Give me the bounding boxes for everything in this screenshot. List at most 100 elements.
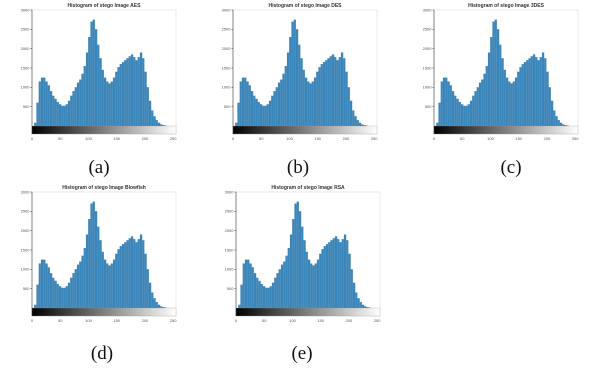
histogram-bar: [501, 58, 504, 127]
histogram-bar: [312, 265, 315, 309]
histogram-bar: [248, 85, 251, 127]
histogram-bar: [276, 273, 279, 309]
caption-d: (d): [90, 343, 114, 364]
histogram-bar: [496, 29, 500, 127]
x-tick-label: 100: [85, 136, 92, 141]
y-tick-label: 2000: [222, 46, 232, 51]
histogram-bar: [47, 85, 50, 127]
caption-e: (e): [291, 343, 313, 364]
histogram-bar: [239, 81, 242, 127]
x-tick-label: 100: [289, 318, 296, 323]
histogram-bar: [36, 284, 39, 309]
histogram-bar: [463, 105, 466, 127]
histogram-bar: [79, 261, 82, 309]
histogram-bar: [294, 203, 297, 309]
y-tick-label: 1500: [21, 65, 31, 70]
y-tick-label: 2500: [21, 27, 31, 32]
caption-a: (a): [88, 157, 110, 178]
y-tick-label: 3000: [222, 7, 232, 12]
histogram-bar: [117, 67, 120, 127]
histogram-bar: [364, 306, 367, 309]
histogram-bar: [301, 226, 304, 309]
histogram-bar: [521, 64, 524, 127]
x-tick-label: 0: [31, 136, 34, 141]
y-tick-label: 500: [227, 286, 234, 291]
histogram-bar: [352, 282, 356, 309]
bars-group: [34, 19, 167, 127]
histogram-bar: [514, 77, 518, 127]
histogram-bar: [155, 302, 158, 309]
histogram-bar: [451, 91, 455, 127]
histogram-panel-b: Histogram of stego Image DES 500 1000 1500 2…: [219, 2, 387, 162]
histogram-bar: [314, 263, 317, 309]
x-tick-label: 150: [314, 136, 321, 141]
histogram-bar: [112, 259, 116, 309]
x-tick-label: 50: [460, 136, 465, 141]
histogram-bar: [519, 67, 522, 127]
histogram-bar: [483, 73, 486, 127]
histogram-bar: [271, 282, 275, 309]
chart-title: Histogram of stego Image 3DES: [468, 3, 545, 9]
histogram-bar: [438, 102, 441, 127]
histogram-bar: [103, 77, 107, 127]
y-tick-label: 2500: [225, 209, 235, 214]
caption-b: (b): [286, 157, 310, 178]
x-tick-label: 250: [170, 318, 177, 323]
histogram-bar: [528, 58, 531, 127]
histogram-bar: [512, 81, 515, 127]
histogram-chart-c: Histogram of stego Image 3DES50010001500…: [423, 3, 580, 141]
histogram-bar: [469, 100, 473, 127]
histogram-bar: [354, 116, 357, 127]
histogram-bar: [43, 77, 46, 127]
y-tick-label: 500: [23, 104, 30, 109]
histogram-bar: [257, 101, 260, 127]
histogram-bar: [329, 56, 332, 127]
histogram-bar: [467, 104, 470, 127]
histogram-bar: [153, 116, 156, 127]
histogram-bar: [280, 264, 284, 309]
histogram-bar: [278, 269, 281, 309]
x-tick-label: 200: [346, 318, 353, 323]
histogram-bar: [49, 91, 53, 127]
histogram-bar: [148, 282, 152, 309]
histogram-bar: [70, 277, 73, 309]
histogram-bar: [269, 286, 272, 309]
y-tick-label: 3000: [21, 189, 31, 194]
x-tick-label: 200: [142, 318, 149, 323]
grayscale-colorbar: [235, 307, 381, 317]
histogram-bar: [54, 98, 57, 127]
histogram-bar: [550, 100, 554, 127]
histogram-bar: [52, 95, 55, 127]
histogram-bar: [465, 105, 468, 127]
histogram-bar: [251, 267, 254, 309]
histogram-bar: [339, 242, 342, 309]
histogram-bar: [445, 77, 448, 127]
x-tick-label: 100: [487, 136, 494, 141]
histogram-chart-b: Histogram of stego Image DES500100015002…: [222, 3, 379, 141]
histogram-bar: [119, 64, 122, 127]
histogram-bar: [240, 284, 243, 309]
caption-c: (c): [500, 157, 522, 178]
histogram-bar: [287, 247, 290, 309]
histogram-bar: [139, 52, 143, 127]
histogram-bar: [358, 122, 362, 127]
histogram-bar: [348, 253, 351, 309]
histogram-bar: [124, 242, 127, 309]
histogram-bar: [255, 98, 258, 127]
chart-title: Histogram of stego Image Blowfish: [62, 185, 146, 191]
histogram-bar: [139, 234, 143, 309]
histogram-bar: [359, 302, 362, 309]
histogram-bar: [476, 87, 479, 127]
histogram-bar: [341, 239, 344, 309]
y-tick-label: 500: [224, 104, 231, 109]
histogram-bar: [121, 244, 125, 309]
histogram-bar: [289, 36, 292, 127]
histogram-bar: [83, 247, 86, 309]
histogram-bar: [61, 287, 64, 309]
histogram-bar: [298, 211, 302, 309]
histogram-bar: [295, 29, 299, 127]
histogram-bar: [121, 62, 125, 127]
histogram-chart-e: Histogram of stego Image RSA500100015002…: [225, 185, 382, 323]
histogram-bar: [128, 56, 131, 127]
histogram-bar: [472, 95, 475, 127]
